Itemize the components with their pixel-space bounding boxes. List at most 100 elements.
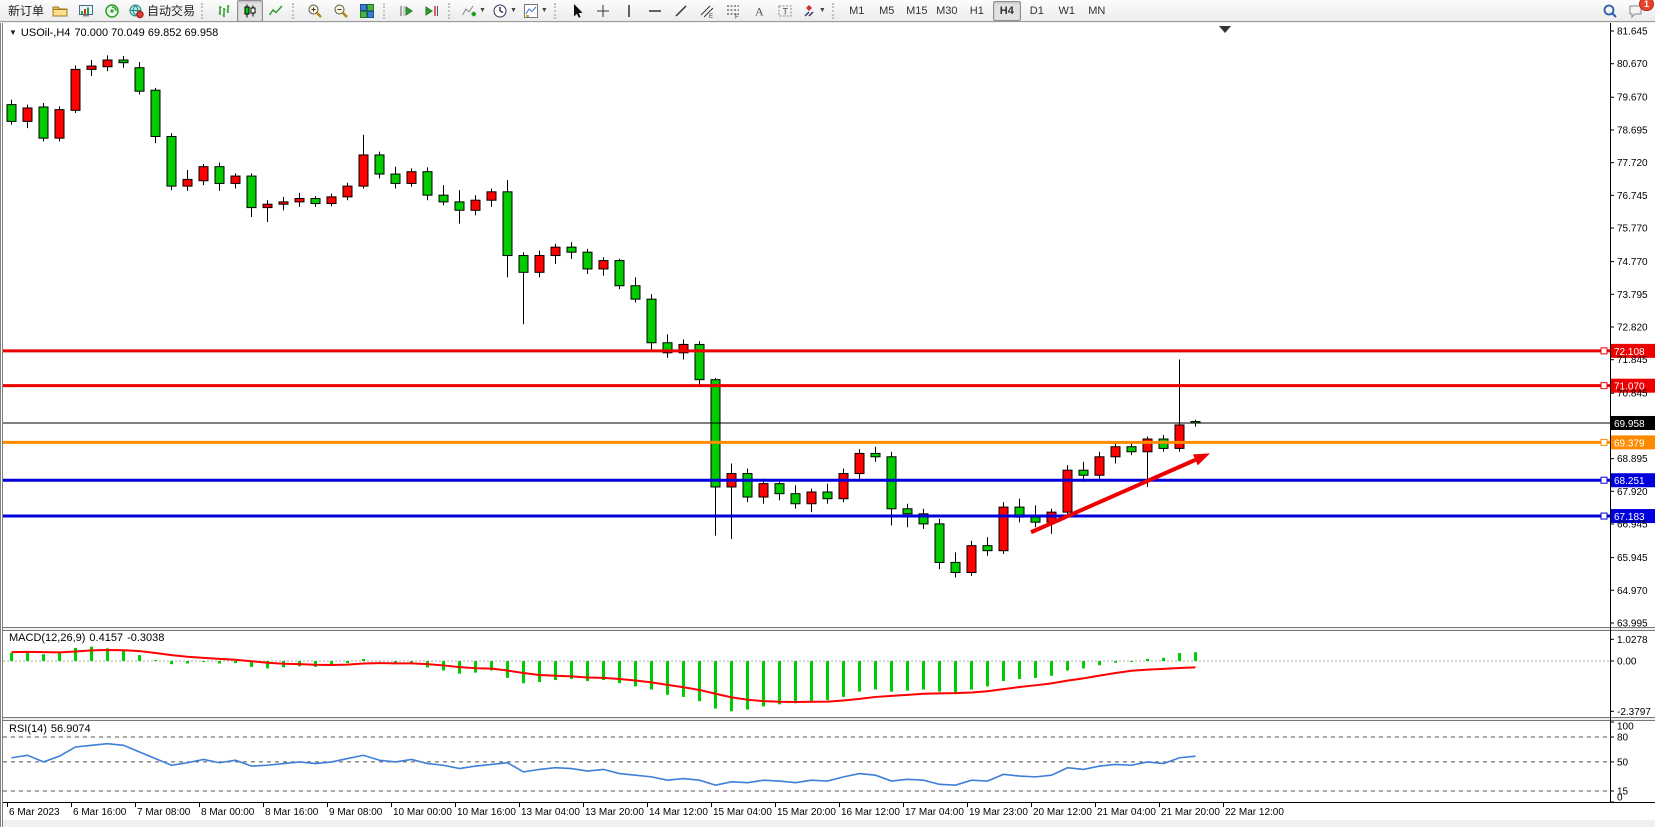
svg-text:8 Mar 16:00: 8 Mar 16:00 xyxy=(265,807,319,818)
svg-text:21 Mar 04:00: 21 Mar 04:00 xyxy=(1097,807,1156,818)
autotrading-button[interactable]: 自动交易 xyxy=(125,0,198,22)
price-tag xyxy=(1611,378,1655,393)
templates-icon xyxy=(523,3,539,19)
svg-text:72.108: 72.108 xyxy=(1614,347,1645,358)
hline-handle[interactable] xyxy=(1600,438,1608,446)
zoom-in-button[interactable] xyxy=(302,0,328,22)
profiles-icon xyxy=(52,3,68,19)
timeframe-button-h1[interactable]: H1 xyxy=(969,4,984,17)
svg-text:67.183: 67.183 xyxy=(1614,512,1645,523)
crosshair-icon xyxy=(595,3,611,19)
periods-icon xyxy=(492,3,508,19)
svg-text:15 Mar 04:00: 15 Mar 04:00 xyxy=(713,807,772,818)
line-chart-icon xyxy=(268,3,284,19)
svg-text:74.770: 74.770 xyxy=(1617,257,1648,268)
svg-text:63.995: 63.995 xyxy=(1617,618,1648,629)
cursor-icon xyxy=(569,3,585,19)
svg-text:72.820: 72.820 xyxy=(1617,322,1648,333)
svg-text:13 Mar 04:00: 13 Mar 04:00 xyxy=(521,807,580,818)
market-watch-button[interactable] xyxy=(73,0,99,22)
svg-text:77.720: 77.720 xyxy=(1617,158,1648,169)
svg-text:-2.3797: -2.3797 xyxy=(1617,707,1651,718)
hline-handle[interactable] xyxy=(1600,476,1608,484)
chart-shift-button[interactable] xyxy=(419,0,445,22)
bar-chart-button[interactable] xyxy=(211,0,237,22)
timeframe-button-mn[interactable]: MN xyxy=(1088,4,1106,17)
chart-shift-marker[interactable] xyxy=(1219,26,1231,33)
profiles-button[interactable] xyxy=(47,0,73,22)
svg-text:F: F xyxy=(735,14,739,19)
indicators-button[interactable]: ▼ xyxy=(458,0,489,22)
svg-text:69.958: 69.958 xyxy=(1614,419,1645,430)
toolbar-group-handle xyxy=(831,2,839,19)
chart-title[interactable]: ▼ USOil-,H4 70.000 70.049 69.852 69.958 xyxy=(9,27,222,39)
line-chart-button[interactable] xyxy=(263,0,289,22)
macd-signal-line xyxy=(11,649,1196,704)
search-icon xyxy=(1602,3,1618,19)
zoom-out-button[interactable] xyxy=(328,0,354,22)
chevron-down-icon: ▼ xyxy=(479,7,486,14)
svg-text:50: 50 xyxy=(1617,757,1629,768)
hline-handle[interactable] xyxy=(1600,382,1608,390)
svg-text:75.770: 75.770 xyxy=(1617,224,1648,235)
chart-dropdown-icon: ▼ xyxy=(9,28,17,37)
svg-text:0: 0 xyxy=(1617,793,1623,804)
timeframe-button-m1[interactable]: M1 xyxy=(849,4,865,17)
chart-canvas[interactable]: 72.108 71.070 69.958 69.379 68.251 67.183 81.6… xyxy=(3,23,1655,827)
svg-text:79.670: 79.670 xyxy=(1617,93,1648,104)
toolbar-group-handle xyxy=(553,2,561,19)
svg-text:80.670: 80.670 xyxy=(1617,59,1648,70)
crosshair-button[interactable] xyxy=(590,0,616,22)
navigator-icon xyxy=(104,3,120,19)
timeframe-button-m15[interactable]: M15 xyxy=(906,4,928,17)
rsi-label: RSI(14) 56.9074 xyxy=(9,723,91,735)
text-label-icon: T xyxy=(777,3,793,19)
indicators-icon xyxy=(461,3,477,19)
timeframe-button-m5[interactable]: M5 xyxy=(879,4,895,17)
arrows-button[interactable]: ▼ xyxy=(798,0,829,22)
text-button[interactable]: A xyxy=(746,0,772,22)
text-icon: A xyxy=(751,3,767,19)
timeframe-button-d1[interactable]: D1 xyxy=(1029,4,1044,17)
tile-windows-icon xyxy=(359,3,375,19)
toolbar-group-handle xyxy=(448,2,455,19)
svg-text:73.795: 73.795 xyxy=(1617,290,1648,301)
navigator-button[interactable] xyxy=(99,0,125,22)
fibonacci-button[interactable]: F xyxy=(720,0,746,22)
auto-scroll-button[interactable] xyxy=(393,0,419,22)
svg-text:1.0278: 1.0278 xyxy=(1617,635,1648,646)
timeframe-button-w1[interactable]: W1 xyxy=(1058,4,1076,17)
chat-button[interactable]: 1 xyxy=(1623,0,1654,22)
cursor-button[interactable] xyxy=(564,0,590,22)
channel-button[interactable]: E xyxy=(694,0,720,22)
svg-text:0.00: 0.00 xyxy=(1617,657,1637,668)
svg-text:6 Mar 16:00: 6 Mar 16:00 xyxy=(73,807,127,818)
price-tag xyxy=(1611,473,1655,488)
zoom-out-icon xyxy=(333,3,349,19)
svg-text:80: 80 xyxy=(1617,733,1629,744)
svg-text:100: 100 xyxy=(1617,722,1634,733)
trendline-button[interactable] xyxy=(668,0,694,22)
candlestick-series xyxy=(6,55,1201,578)
periods-button[interactable]: ▼ xyxy=(489,0,520,22)
templates-button[interactable]: ▼ xyxy=(520,0,551,22)
trend-arrow[interactable] xyxy=(1030,458,1197,535)
tile-windows-button[interactable] xyxy=(354,0,380,22)
timeframe-button-m30[interactable]: M30 xyxy=(936,4,958,17)
svg-text:14 Mar 12:00: 14 Mar 12:00 xyxy=(649,807,708,818)
chart-window: 72.108 71.070 69.958 69.379 68.251 67.183 81.6… xyxy=(0,23,1655,827)
horizontal-line-button[interactable] xyxy=(642,0,668,22)
fibonacci-icon: F xyxy=(725,3,741,19)
new-order-button[interactable]: 新订单 xyxy=(8,4,45,18)
text-label-button[interactable]: T xyxy=(772,0,798,22)
vertical-line-button[interactable] xyxy=(616,0,642,22)
svg-text:9 Mar 08:00: 9 Mar 08:00 xyxy=(329,807,383,818)
toolbar-group-handle xyxy=(201,2,208,19)
svg-text:6 Mar 2023: 6 Mar 2023 xyxy=(9,807,60,818)
svg-text:10 Mar 00:00: 10 Mar 00:00 xyxy=(393,807,452,818)
hline-handle[interactable] xyxy=(1600,347,1608,355)
timeframe-button-h4[interactable]: H4 xyxy=(992,0,1021,21)
search-button[interactable] xyxy=(1597,0,1623,22)
candlestick-chart-button[interactable] xyxy=(237,0,264,22)
hline-handle[interactable] xyxy=(1600,512,1608,520)
